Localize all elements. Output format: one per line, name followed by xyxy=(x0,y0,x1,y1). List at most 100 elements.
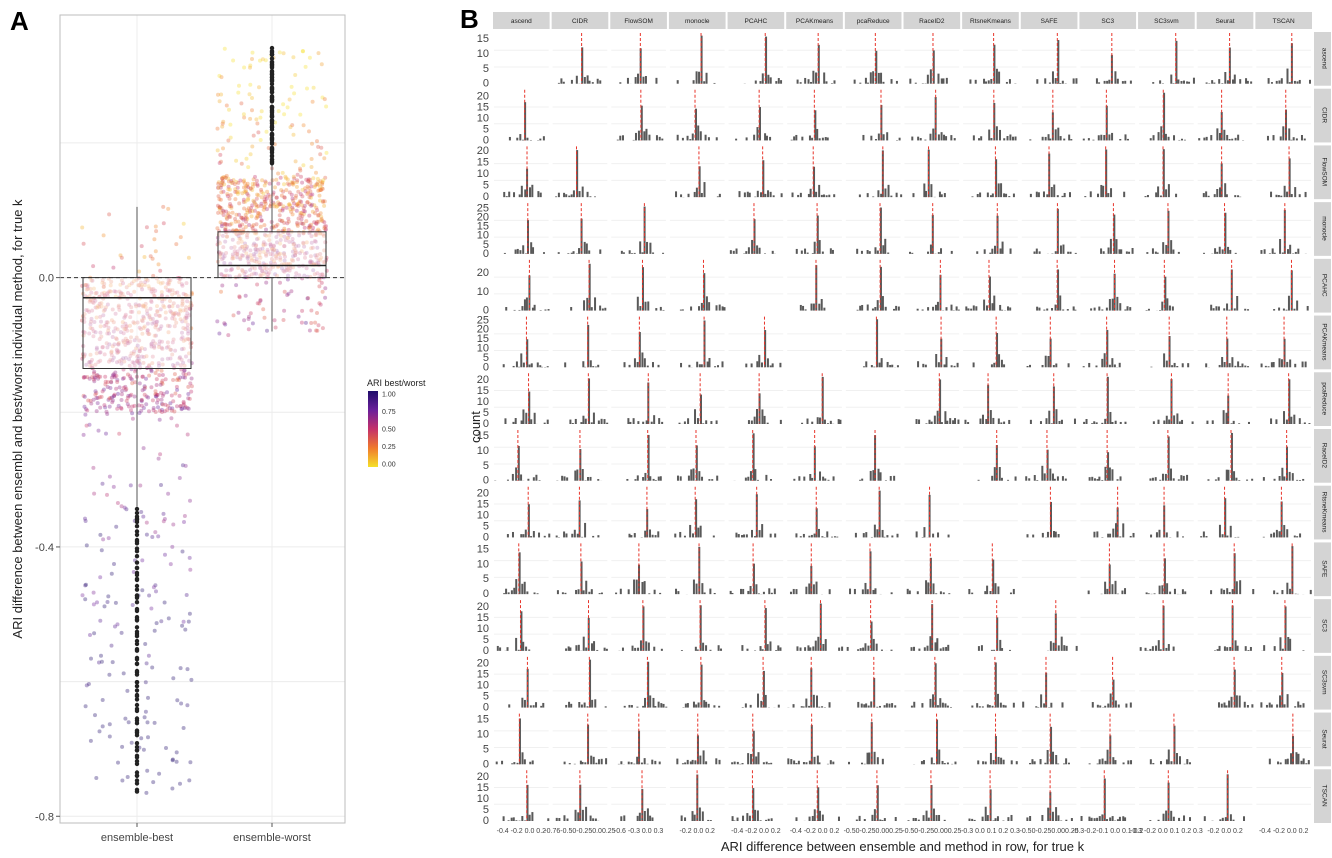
data-point xyxy=(297,200,302,205)
data-point xyxy=(172,372,177,377)
data-point xyxy=(280,218,285,223)
data-point xyxy=(107,734,112,739)
row-strip-label: TSCAN xyxy=(1321,785,1328,807)
data-point xyxy=(95,396,100,400)
histogram-bar xyxy=(571,423,574,424)
data-point xyxy=(184,305,188,310)
histogram-bar xyxy=(906,588,909,595)
data-point xyxy=(84,308,89,313)
histogram-bar xyxy=(800,250,803,254)
data-point xyxy=(80,593,85,598)
histogram-bar xyxy=(513,762,516,765)
histogram-bar xyxy=(989,410,992,424)
data-point xyxy=(119,255,124,260)
data-point xyxy=(177,356,182,361)
data-point xyxy=(279,219,284,224)
column-strip-label: PCAKmeans xyxy=(796,18,834,25)
data-point xyxy=(150,665,155,670)
data-point xyxy=(242,318,247,323)
data-point xyxy=(88,352,93,357)
data-point xyxy=(153,392,158,397)
data-point xyxy=(87,422,92,427)
facet-cell xyxy=(611,373,666,424)
histogram-bar xyxy=(520,420,523,424)
histogram-bar xyxy=(984,761,987,765)
data-point xyxy=(230,254,235,259)
data-point xyxy=(175,387,180,392)
histogram-bar xyxy=(512,421,515,424)
data-point xyxy=(223,322,228,327)
data-point xyxy=(105,412,110,416)
histogram-bar xyxy=(1033,761,1036,765)
data-point xyxy=(234,231,239,236)
data-point xyxy=(122,315,127,320)
histogram-bar xyxy=(1029,193,1032,198)
histogram-bar xyxy=(1035,248,1038,254)
facet-background xyxy=(552,259,608,311)
histogram-bar xyxy=(495,761,498,765)
histogram-bar xyxy=(1229,646,1232,651)
histogram-bar xyxy=(754,809,757,821)
data-point xyxy=(307,129,311,134)
histogram-bar xyxy=(923,647,926,651)
facet-background xyxy=(1080,146,1136,198)
data-point xyxy=(162,305,167,310)
data-point xyxy=(215,319,220,324)
data-point xyxy=(240,191,245,196)
histogram-bar xyxy=(995,68,998,84)
data-point xyxy=(97,350,102,355)
histogram-bar xyxy=(1217,477,1220,481)
histogram-bar xyxy=(991,475,994,481)
histogram-bar xyxy=(590,307,593,311)
histogram-bar xyxy=(655,135,658,141)
histogram-bar xyxy=(866,589,869,595)
data-point xyxy=(131,570,136,574)
histogram-bar xyxy=(804,77,807,84)
histogram-bar xyxy=(1244,308,1247,311)
histogram-bar xyxy=(1107,193,1110,198)
data-point xyxy=(186,329,191,334)
histogram-bar xyxy=(696,649,699,651)
facet-cell xyxy=(904,203,960,254)
data-point xyxy=(141,326,146,330)
data-point xyxy=(146,735,150,740)
data-point xyxy=(100,345,105,350)
data-point xyxy=(291,55,296,60)
histogram-bar xyxy=(832,476,835,481)
data-point xyxy=(149,289,154,294)
data-point xyxy=(180,319,185,324)
histogram-bar xyxy=(601,308,604,311)
data-point xyxy=(131,320,136,325)
data-point xyxy=(248,186,253,191)
data-point xyxy=(250,57,254,61)
histogram-bar xyxy=(1164,133,1167,141)
data-point xyxy=(241,253,245,258)
histogram-bar xyxy=(1292,137,1295,141)
histogram-bar xyxy=(802,706,805,708)
histogram-bar xyxy=(988,129,991,141)
data-point xyxy=(105,331,110,336)
outlier-point xyxy=(134,680,140,685)
data-point xyxy=(110,344,115,349)
histogram-bar xyxy=(833,536,836,538)
histogram-bar xyxy=(1176,366,1179,368)
facet-cell xyxy=(904,259,960,311)
histogram-bar xyxy=(919,138,922,141)
histogram-bar xyxy=(731,762,734,765)
histogram-bar xyxy=(715,758,718,765)
histogram-bar xyxy=(870,722,873,765)
histogram-bar xyxy=(1039,421,1042,424)
histogram-bar xyxy=(1063,192,1066,198)
data-point xyxy=(189,384,194,389)
histogram-bar xyxy=(588,591,591,595)
data-point xyxy=(280,170,285,175)
histogram-bar xyxy=(1051,308,1054,311)
data-point xyxy=(128,483,133,488)
data-point xyxy=(150,354,155,359)
data-point xyxy=(301,123,306,128)
data-point xyxy=(91,286,96,291)
data-point xyxy=(221,189,226,194)
facet-cell xyxy=(904,146,960,198)
data-point xyxy=(113,326,118,331)
histogram-bar xyxy=(1067,762,1070,765)
